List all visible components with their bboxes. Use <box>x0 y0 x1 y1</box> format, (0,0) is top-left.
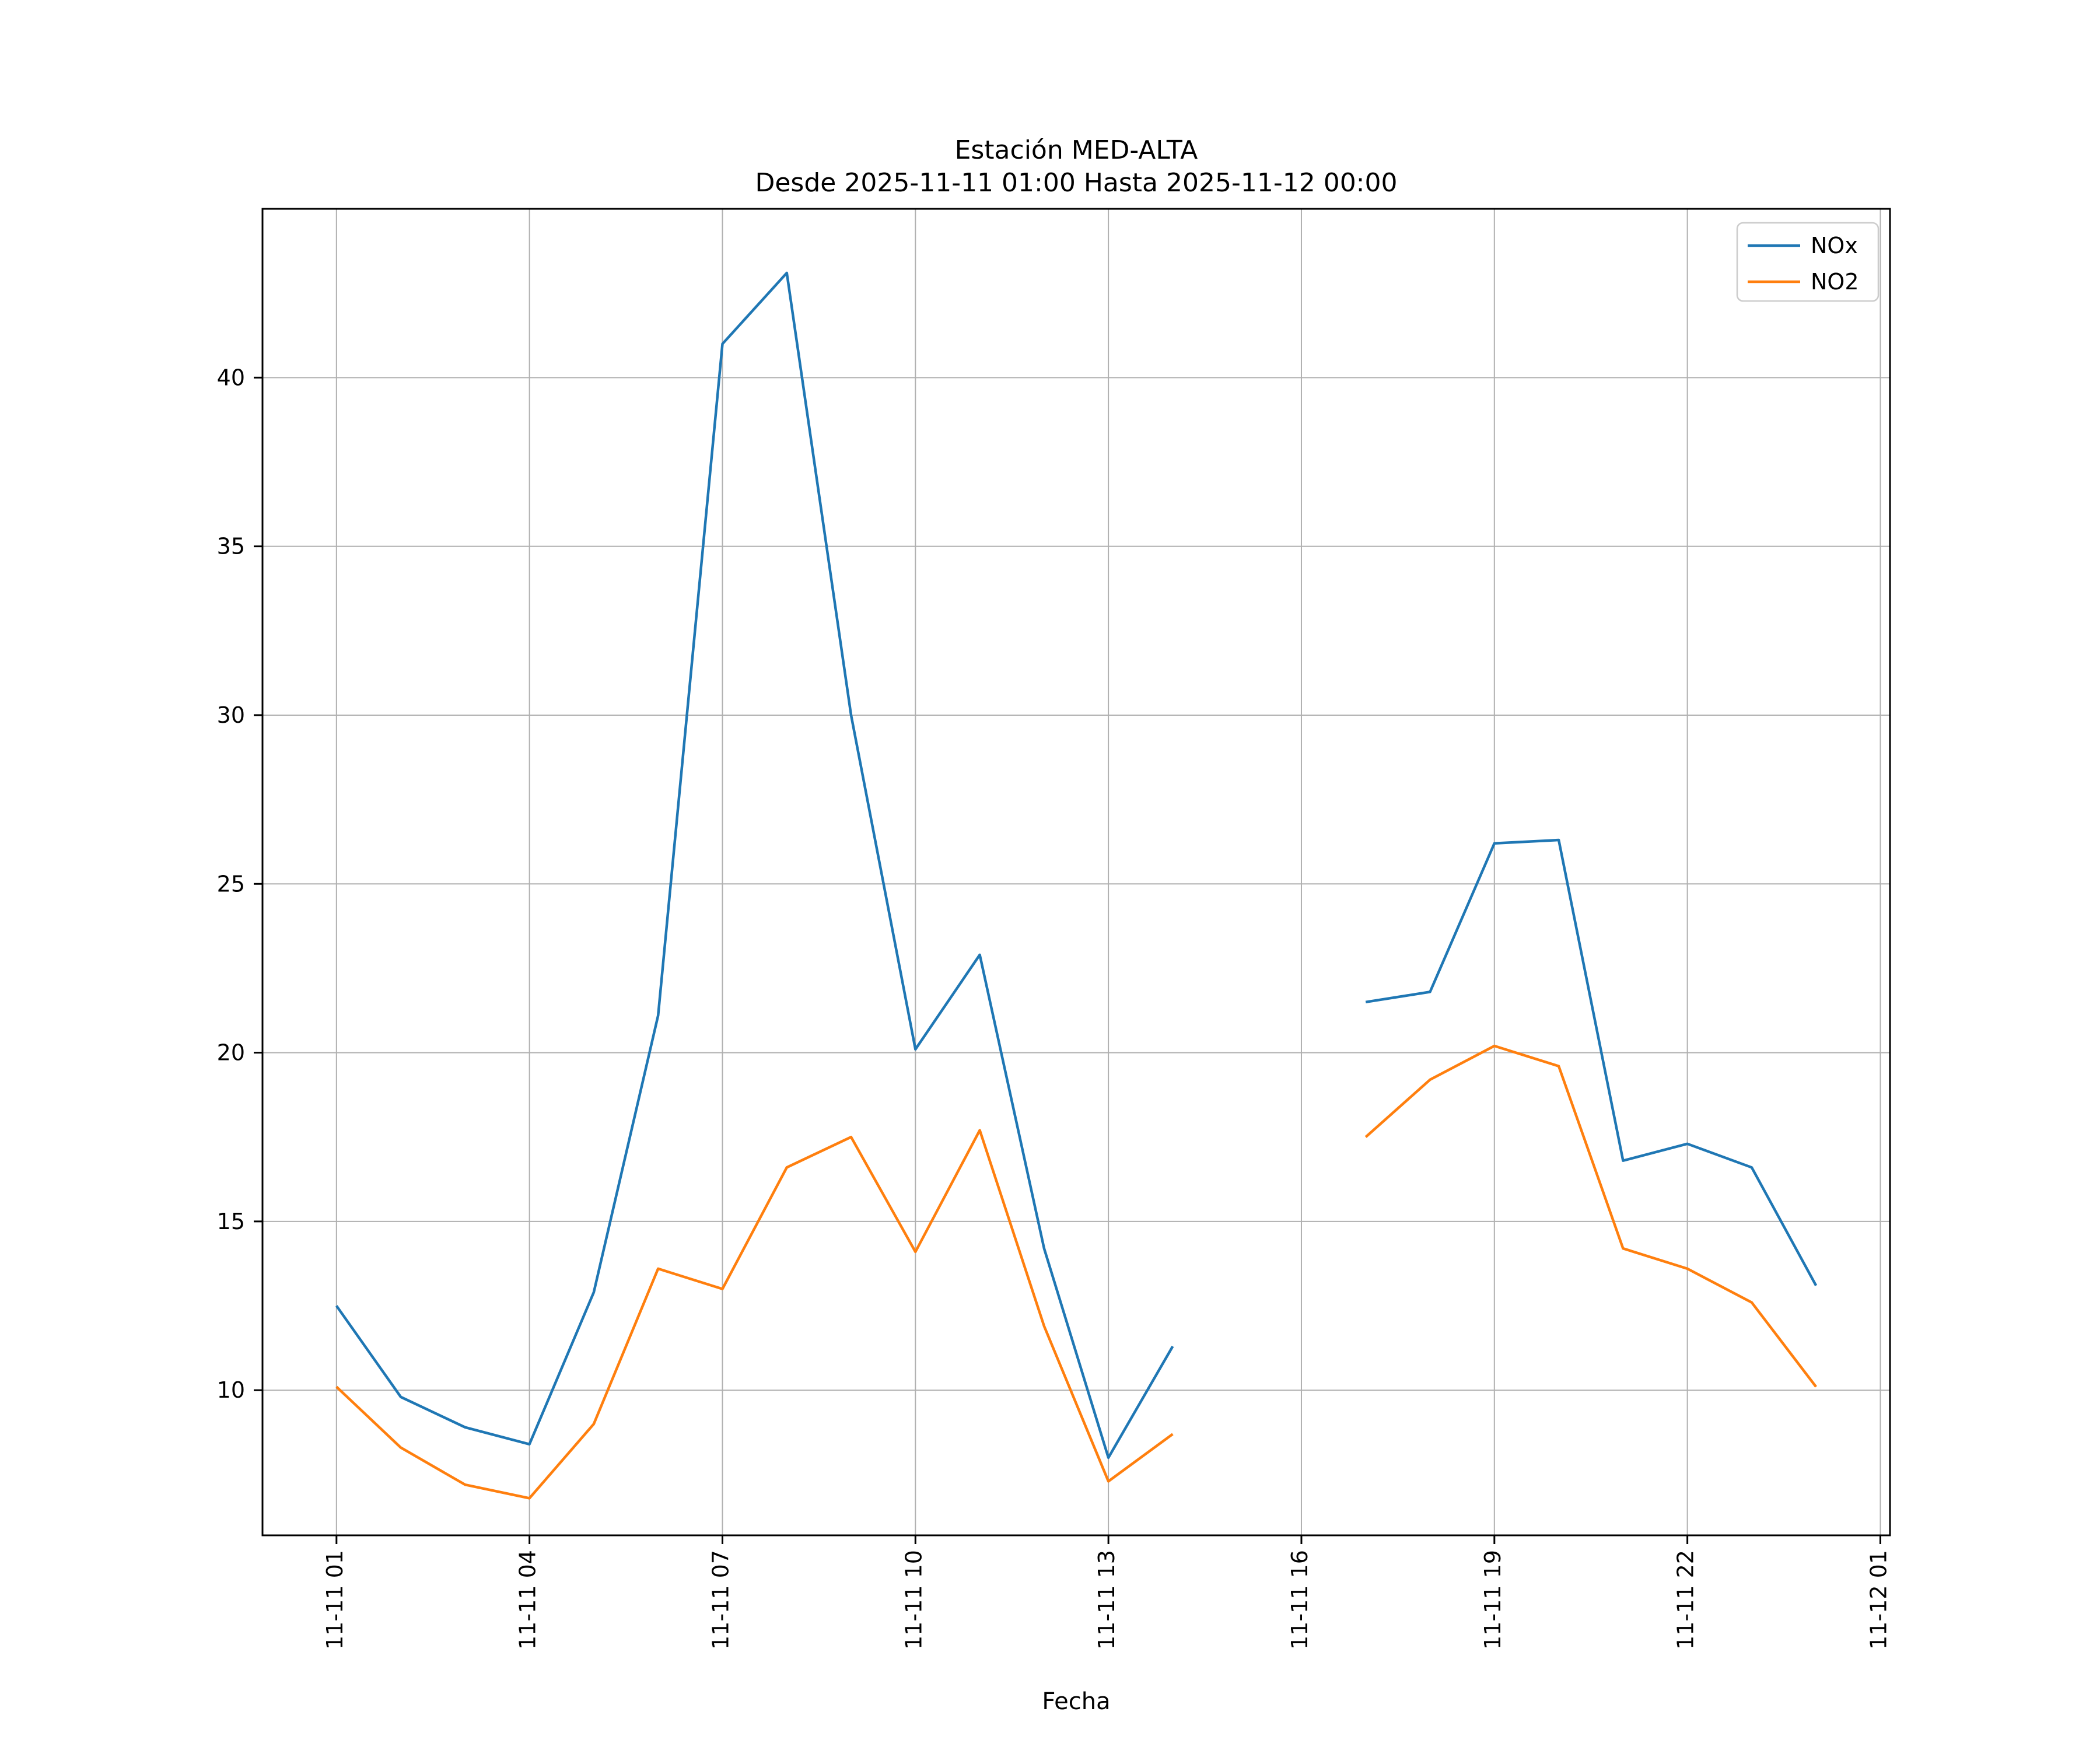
nox-line <box>335 271 1174 1460</box>
y-tick-label: 20 <box>217 1040 245 1066</box>
legend-label-no2: NO2 <box>1811 269 1859 295</box>
x-tick-label: 11-11 07 <box>708 1550 733 1650</box>
plot-border <box>261 208 1891 1536</box>
x-axis-label: Fecha <box>1042 1688 1110 1715</box>
no2-line <box>1364 1044 1817 1388</box>
x-tick-label: 11-11 16 <box>1287 1550 1312 1650</box>
y-tick-label: 40 <box>217 365 245 390</box>
x-tick-label: 11-11 01 <box>322 1550 348 1650</box>
legend-label-nox: NOx <box>1811 233 1858 258</box>
x-tick-label: 11-11 19 <box>1480 1550 1506 1650</box>
y-tick-label: 10 <box>217 1377 245 1403</box>
plot-area: 10 15 20 25 30 35 40 11-11 01 11-11 04 11-11 07 11… <box>217 208 1891 1650</box>
x-tick-label: 11-11 10 <box>901 1550 926 1650</box>
x-tick-label: 11-11 13 <box>1094 1550 1119 1650</box>
chart-title: Estación MED-ALTA <box>955 135 1198 165</box>
y-tick-label: 35 <box>217 534 245 559</box>
legend: NOx NO2 <box>1736 222 1880 302</box>
y-tick-label: 30 <box>217 702 245 728</box>
nox-line <box>1365 838 1818 1286</box>
x-tick-label: 11-11 22 <box>1673 1550 1699 1650</box>
y-tick-label: 15 <box>217 1209 245 1234</box>
chart-subtitle: Desde 2025-11-11 01:00 Hasta 2025-11-12 … <box>755 168 1397 198</box>
no2-line <box>335 1129 1174 1500</box>
x-tick-label: 11-11 04 <box>515 1550 541 1650</box>
y-tick-label: 25 <box>217 871 245 897</box>
x-tick-label: 11-12 01 <box>1866 1550 1891 1650</box>
